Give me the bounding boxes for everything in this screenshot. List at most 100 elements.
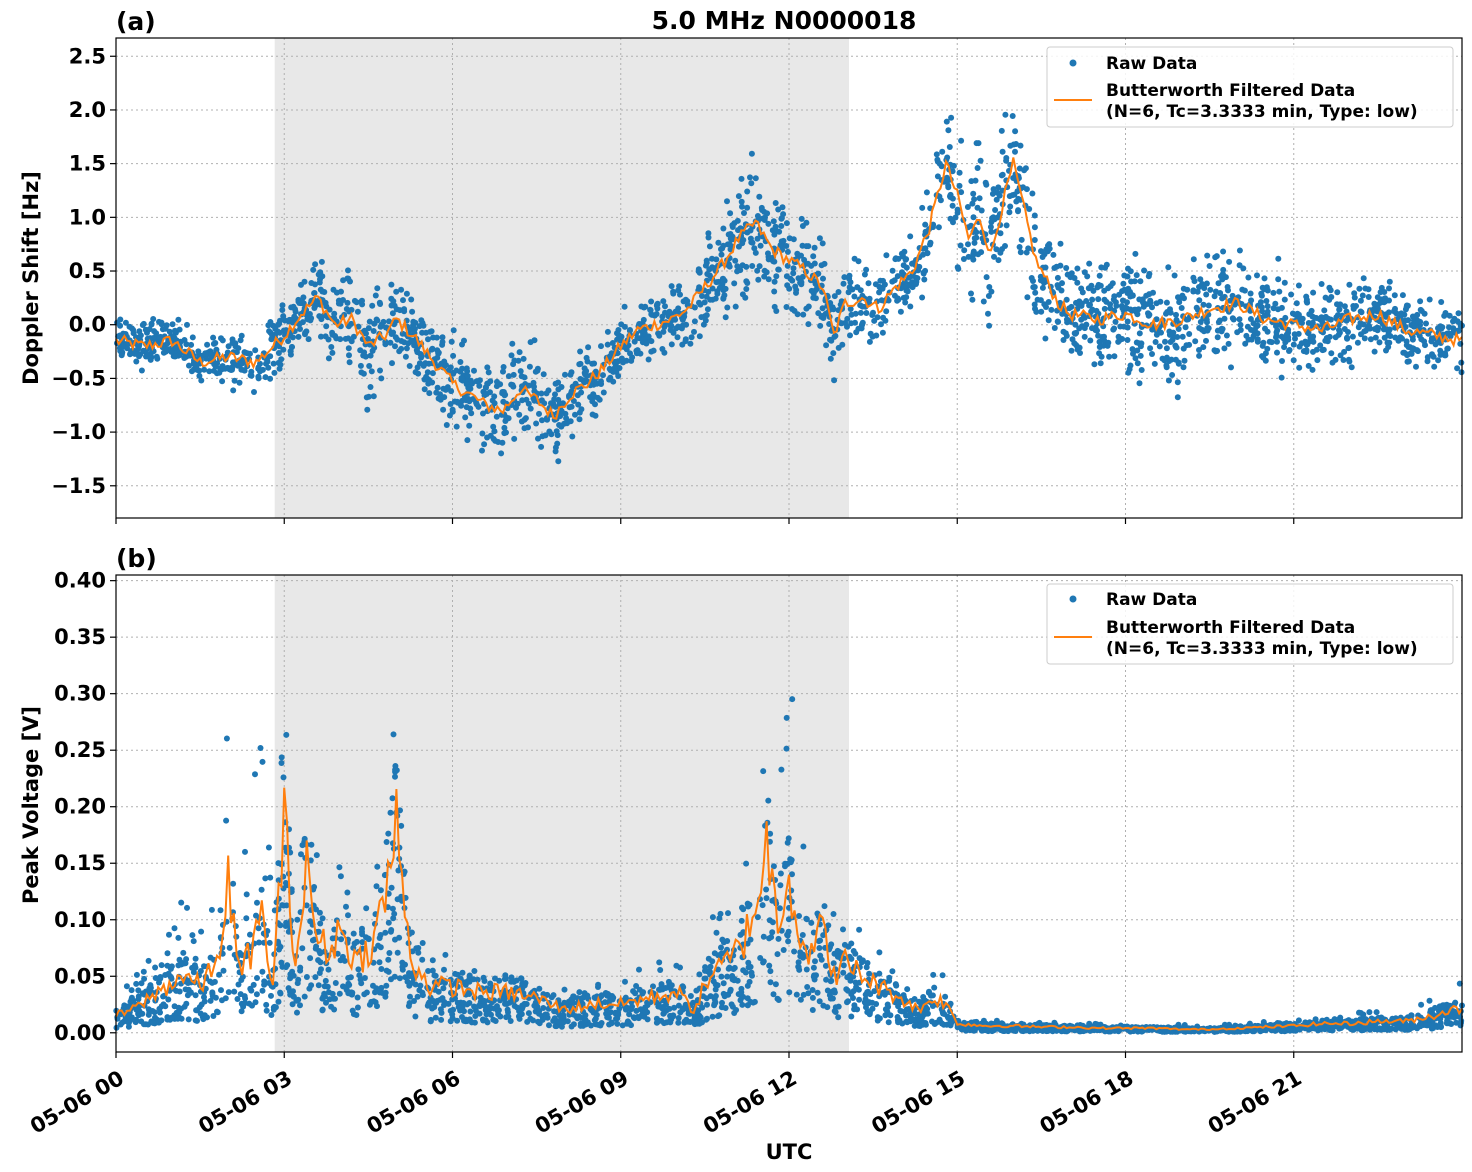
a-raw-point	[927, 239, 934, 246]
a-raw-point	[935, 224, 942, 231]
a-raw-point	[1134, 347, 1141, 354]
a-raw-point	[312, 261, 319, 268]
a-raw-point	[960, 256, 967, 262]
a-raw-point	[453, 423, 460, 430]
b-raw-point	[809, 994, 816, 1001]
a-raw-point	[285, 338, 292, 345]
a-raw-point	[883, 252, 890, 259]
b-raw-point	[551, 1008, 558, 1015]
a-raw-point	[1357, 297, 1364, 304]
a-raw-point	[1311, 314, 1318, 321]
a-raw-point	[648, 311, 655, 318]
b-raw-point	[731, 964, 738, 971]
a-raw-point	[1149, 351, 1155, 357]
a-raw-point	[169, 321, 176, 328]
b-raw-point	[378, 966, 385, 972]
b-raw-point	[701, 975, 708, 982]
b-raw-point	[770, 863, 777, 870]
b-raw-point	[471, 1019, 478, 1026]
a-raw-point	[1039, 284, 1046, 291]
b-raw-point	[140, 968, 147, 975]
b-raw-point	[347, 974, 354, 981]
a-raw-point	[1111, 325, 1118, 332]
a-raw-point	[479, 447, 485, 454]
a-raw-point	[946, 144, 953, 150]
b-raw-point	[209, 989, 216, 996]
a-raw-point	[323, 323, 330, 330]
b-raw-point	[254, 975, 260, 981]
b-raw-point	[171, 925, 178, 932]
b-raw-point	[441, 966, 447, 973]
a-raw-point	[592, 401, 598, 408]
a-raw-point	[505, 373, 512, 380]
panel-b-voltage: 0.000.050.100.150.200.250.300.350.40 05-…	[19, 544, 1465, 1164]
a-raw-point	[473, 401, 480, 408]
a-raw-point	[494, 378, 500, 385]
a-raw-point	[784, 248, 791, 255]
a-raw-point	[412, 369, 419, 376]
a-raw-point	[988, 288, 995, 295]
a-raw-point	[831, 377, 838, 384]
a-raw-point	[616, 365, 623, 371]
a-raw-point	[1173, 317, 1180, 323]
a-raw-point	[1270, 289, 1277, 296]
a-raw-point	[1157, 298, 1164, 305]
a-raw-point	[515, 357, 522, 364]
b-raw-point	[438, 1016, 445, 1023]
a-raw-point	[995, 257, 1002, 264]
a-raw-point	[538, 390, 545, 397]
a-raw-point	[1129, 292, 1136, 299]
a-raw-point	[267, 319, 274, 325]
a-raw-point	[747, 174, 753, 181]
b-raw-point	[337, 873, 344, 880]
b-raw-point	[385, 919, 392, 926]
a-raw-point	[784, 282, 791, 289]
b-raw-point	[856, 926, 863, 933]
b-raw-point	[889, 968, 896, 975]
a-raw-point	[271, 369, 278, 376]
a-raw-point	[798, 215, 805, 222]
b-raw-point	[294, 980, 301, 987]
a-raw-point	[945, 184, 952, 191]
b-raw-point	[158, 962, 165, 969]
a-raw-point	[866, 338, 873, 345]
a-raw-point	[770, 218, 777, 225]
b-raw-point	[419, 956, 426, 963]
a-raw-point	[1136, 296, 1143, 303]
a-raw-point	[277, 317, 283, 324]
b-raw-point	[442, 1000, 449, 1007]
a-raw-point	[298, 281, 304, 288]
a-raw-point	[1435, 357, 1442, 364]
a-raw-point	[998, 172, 1005, 179]
a-raw-point	[1060, 337, 1067, 343]
b-raw-point	[133, 971, 140, 978]
a-raw-point	[1293, 300, 1300, 307]
a-raw-point	[985, 310, 991, 317]
a-raw-point	[1072, 321, 1079, 328]
a-raw-point	[267, 353, 274, 360]
a-raw-point	[794, 250, 801, 257]
a-raw-point	[1385, 309, 1392, 316]
a-raw-point	[1345, 329, 1351, 335]
a-raw-point	[604, 341, 611, 348]
a-raw-point	[311, 305, 318, 311]
b-raw-point	[653, 1015, 660, 1022]
a-raw-point	[983, 274, 990, 281]
a-raw-point	[402, 353, 409, 360]
a-raw-point	[116, 332, 123, 339]
b-raw-point	[830, 911, 837, 917]
a-raw-point	[1151, 360, 1158, 367]
a-ytick-label-5: 1.0	[69, 205, 106, 229]
a-raw-point	[1212, 254, 1219, 261]
a-raw-point	[943, 118, 950, 125]
a-raw-point	[583, 354, 590, 361]
a-raw-point	[387, 339, 394, 346]
a-raw-point	[457, 359, 464, 365]
a-raw-point	[531, 337, 538, 344]
a-raw-point	[920, 251, 926, 258]
a-raw-point	[722, 314, 729, 321]
b-raw-point	[463, 978, 470, 985]
a-raw-point	[150, 316, 157, 322]
a-raw-point	[1026, 206, 1033, 212]
a-raw-point	[306, 311, 313, 317]
